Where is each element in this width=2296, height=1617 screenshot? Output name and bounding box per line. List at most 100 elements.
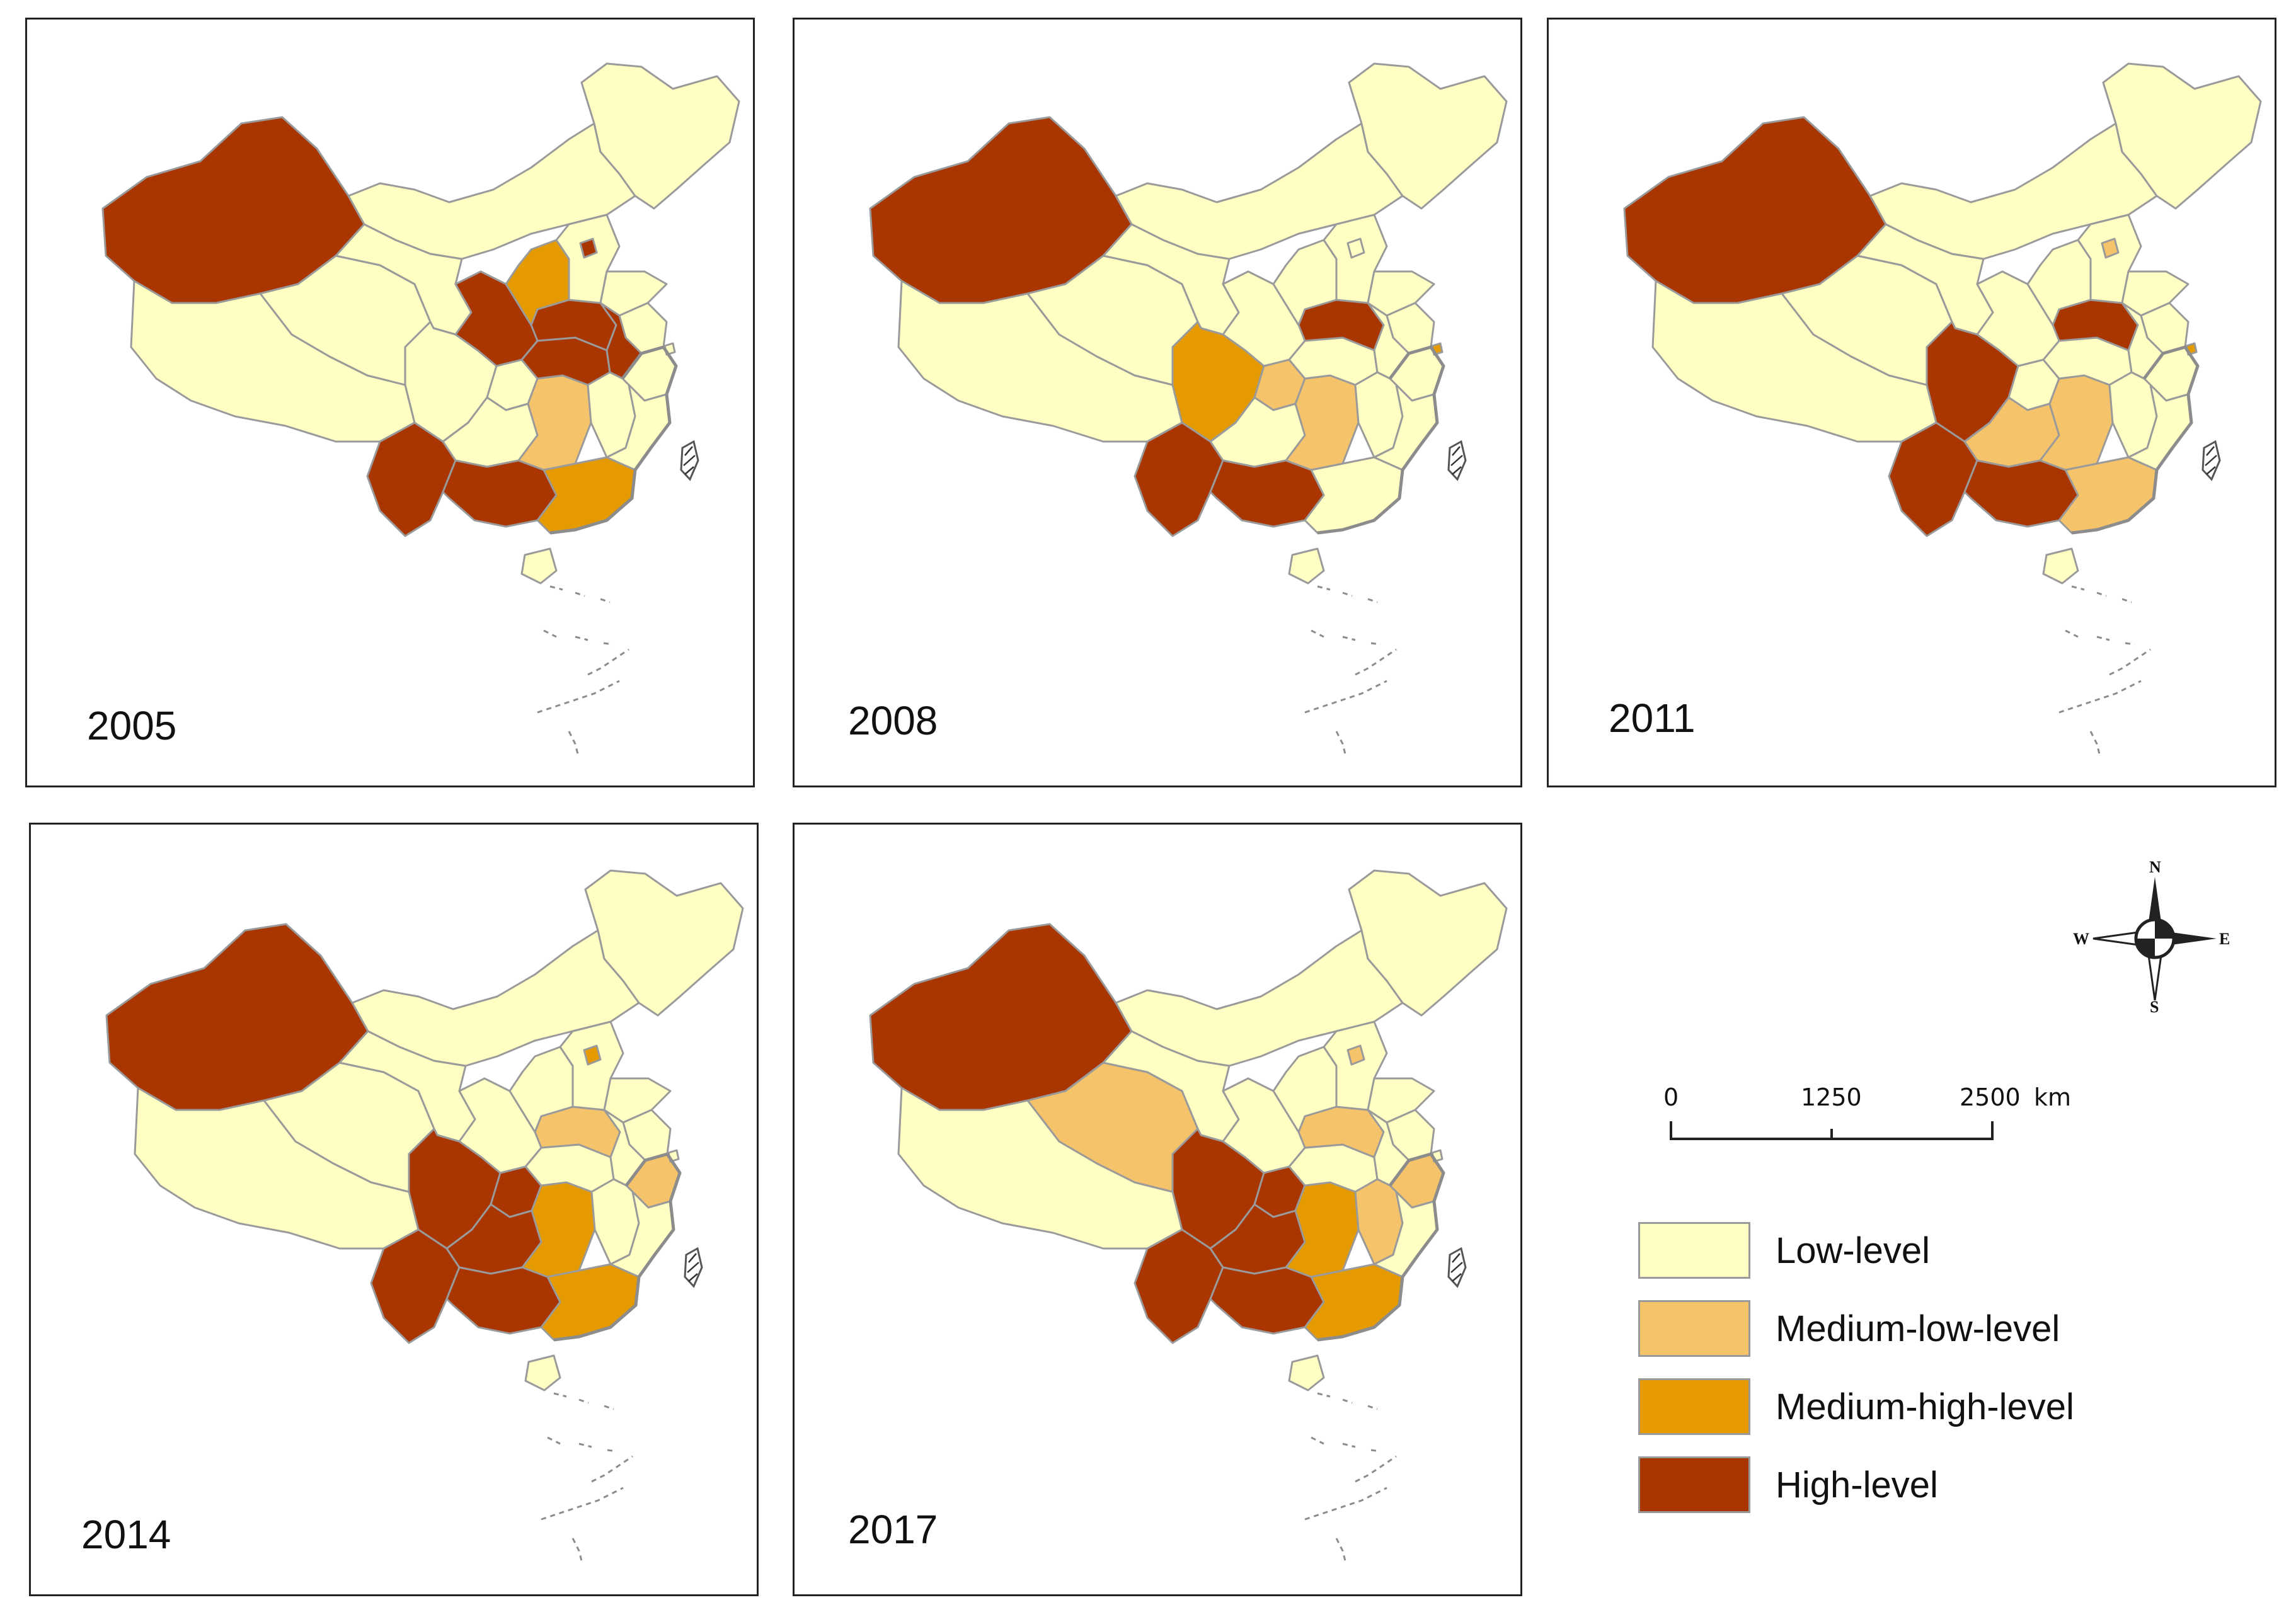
hatch-line bbox=[1450, 455, 1463, 466]
year-label: 2017 bbox=[848, 1507, 938, 1552]
hatch-line bbox=[684, 466, 694, 475]
north-arrow: N S E W bbox=[2073, 858, 2230, 1016]
province-yunnan bbox=[1888, 421, 1978, 537]
province-yunnan bbox=[1134, 421, 1224, 537]
province-hainan bbox=[520, 547, 558, 585]
west-label: W bbox=[2073, 930, 2089, 948]
south-sea-islands bbox=[571, 1538, 583, 1564]
south-sea-islands bbox=[1317, 1392, 1378, 1410]
map-panel-2014: 2014 bbox=[29, 823, 759, 1596]
south-sea-islands bbox=[568, 731, 580, 757]
legend-label: High-level bbox=[1776, 1465, 1938, 1506]
scale-line bbox=[1670, 1121, 1994, 1140]
south-sea-islands bbox=[587, 648, 629, 676]
south-sea-islands bbox=[2089, 731, 2101, 757]
coastline bbox=[549, 345, 678, 535]
china-map bbox=[105, 869, 744, 1564]
province-northeast bbox=[1348, 62, 1508, 210]
north-label: N bbox=[2149, 858, 2161, 876]
province-hainan bbox=[1288, 547, 1325, 585]
hatch-line bbox=[2205, 455, 2217, 466]
year-label: 2011 bbox=[1609, 695, 1696, 741]
coastline bbox=[1317, 1152, 1445, 1342]
china-map bbox=[101, 62, 740, 757]
legend-swatch bbox=[1638, 1456, 1750, 1513]
province-beijing bbox=[1346, 1044, 1365, 1066]
south-sea-islands bbox=[1355, 1455, 1397, 1483]
south-sea-islands bbox=[2058, 680, 2142, 714]
hatch-line bbox=[683, 455, 696, 466]
south-sea-islands bbox=[591, 1455, 633, 1483]
hatch-line bbox=[2206, 466, 2216, 475]
province-northeast bbox=[584, 869, 744, 1017]
south-sea-islands bbox=[2065, 629, 2135, 646]
south-label: S bbox=[2150, 998, 2159, 1016]
south-sea-islands bbox=[1311, 629, 1381, 646]
south-sea-islands bbox=[541, 1487, 624, 1521]
south-sea-islands bbox=[547, 1436, 617, 1453]
province-northeast bbox=[2102, 62, 2262, 210]
south-sea-islands bbox=[2071, 585, 2132, 603]
coastline bbox=[553, 1152, 682, 1342]
province-northeast bbox=[580, 62, 740, 210]
legend-label: Low-level bbox=[1776, 1230, 1930, 1271]
hatch-line bbox=[1452, 1273, 1462, 1282]
legend-swatch bbox=[1638, 1222, 1750, 1279]
province-yunnan bbox=[370, 1228, 461, 1344]
hatch-line bbox=[687, 1262, 699, 1273]
hatch-line bbox=[1452, 446, 1461, 456]
hatch-line bbox=[688, 1253, 697, 1263]
province-beijing bbox=[583, 1044, 602, 1066]
scale-tick-0: 0 bbox=[1663, 1083, 1679, 1111]
south-sea-islands bbox=[1355, 648, 1397, 676]
hatch-line bbox=[1452, 466, 1462, 475]
south-sea-islands bbox=[1304, 680, 1387, 714]
hatch-line bbox=[2206, 446, 2215, 456]
south-sea-islands bbox=[537, 680, 620, 714]
scale-unit: km bbox=[2034, 1083, 2072, 1111]
legend: Low-level Medium-low-level Medium-high-l… bbox=[1638, 1222, 2180, 1562]
map-panel-2011: 2011 bbox=[1547, 18, 2276, 787]
china-map bbox=[869, 62, 1508, 757]
east-label: E bbox=[2219, 930, 2230, 948]
south-sea-islands bbox=[1317, 585, 1378, 603]
scale-tick-2500: 2500 bbox=[1960, 1083, 2021, 1111]
south-sea-islands bbox=[2109, 648, 2151, 676]
compass-rose-icon bbox=[2092, 877, 2217, 1001]
hatch-line bbox=[1452, 1253, 1461, 1263]
map-panel-2017: 2017 bbox=[793, 823, 1522, 1596]
legend-label: Medium-low-level bbox=[1776, 1308, 2060, 1349]
legend-label: Medium-high-level bbox=[1776, 1386, 2074, 1427]
coastline bbox=[1317, 345, 1445, 535]
province-beijing bbox=[579, 237, 598, 259]
south-sea-islands bbox=[1335, 731, 1347, 757]
map-panel-2005: 2005 bbox=[25, 18, 755, 787]
year-label: 2014 bbox=[81, 1512, 171, 1557]
province-hainan bbox=[1288, 1354, 1325, 1391]
province-beijing bbox=[1346, 237, 1365, 259]
south-sea-islands bbox=[1335, 1538, 1347, 1564]
province-hainan bbox=[524, 1354, 561, 1391]
province-northeast bbox=[1348, 869, 1508, 1017]
scale-bar: 0 1250 2500 km bbox=[1663, 1083, 2104, 1159]
hatch-line bbox=[1450, 1262, 1463, 1273]
china-map bbox=[1623, 62, 2262, 757]
province-yunnan bbox=[366, 421, 457, 537]
year-label: 2008 bbox=[848, 698, 938, 743]
map-panel-2008: 2008 bbox=[793, 18, 1522, 787]
province-beijing bbox=[2101, 237, 2120, 259]
south-sea-islands bbox=[1311, 1436, 1381, 1453]
south-sea-islands bbox=[549, 585, 611, 603]
coastline bbox=[2071, 345, 2200, 535]
south-sea-islands bbox=[543, 629, 614, 646]
province-yunnan bbox=[1134, 1228, 1224, 1344]
south-sea-islands bbox=[1304, 1487, 1387, 1521]
south-sea-islands bbox=[553, 1392, 614, 1410]
province-hainan bbox=[2042, 547, 2079, 585]
legend-swatch bbox=[1638, 1300, 1750, 1357]
year-label: 2005 bbox=[87, 703, 177, 748]
legend-swatch bbox=[1638, 1378, 1750, 1435]
hatch-line bbox=[688, 1273, 698, 1282]
hatch-line bbox=[684, 446, 693, 456]
scale-tick-1250: 1250 bbox=[1801, 1083, 1862, 1111]
